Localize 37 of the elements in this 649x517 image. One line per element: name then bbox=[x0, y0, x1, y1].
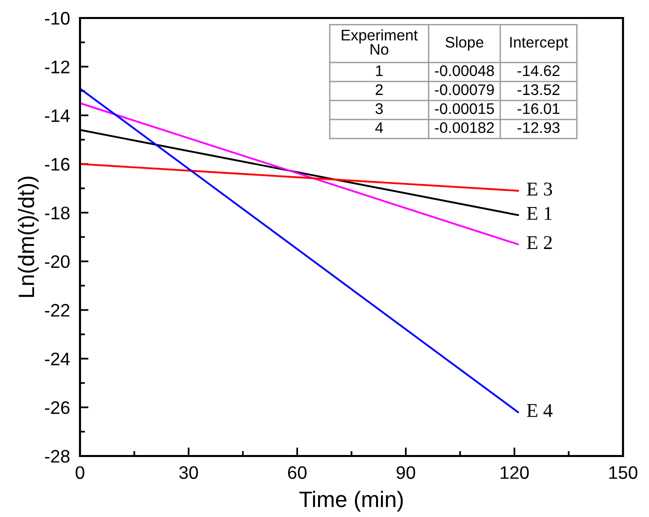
x-tick-label: 60 bbox=[288, 466, 307, 479]
annotation: 1 bbox=[376, 65, 383, 76]
y-tick-label: -26 bbox=[44, 401, 70, 414]
y-tick-label: -14 bbox=[44, 109, 70, 122]
series-label: E 4 bbox=[526, 404, 553, 417]
annotation: 3 bbox=[376, 103, 383, 114]
y-tick-label: -10 bbox=[44, 12, 70, 25]
y-tick-label: -24 bbox=[44, 352, 70, 366]
x-tick-label: 120 bbox=[500, 466, 529, 479]
annotation: -16.01 bbox=[518, 103, 560, 114]
series-label: E 1 bbox=[526, 206, 552, 220]
x-axis-title: Time (min) bbox=[299, 490, 403, 512]
x-tick-label: 0 bbox=[76, 466, 84, 479]
annotation: -12.93 bbox=[518, 122, 560, 134]
y-tick-label: -18 bbox=[44, 206, 70, 220]
annotation: Slope bbox=[446, 36, 484, 51]
annotation: Experiment No bbox=[342, 29, 418, 55]
annotation: -14.62 bbox=[518, 65, 560, 76]
y-tick-label: -12 bbox=[44, 60, 70, 74]
x-tick-label: 90 bbox=[396, 466, 416, 479]
annotation: -0.00048 bbox=[434, 65, 494, 76]
annotation: -13.52 bbox=[518, 84, 560, 96]
annotation: -0.00182 bbox=[434, 122, 494, 134]
y-tick-label: -16 bbox=[44, 158, 70, 171]
annotation: -0.00079 bbox=[434, 84, 494, 96]
y-tick-label: -20 bbox=[44, 255, 70, 268]
series-label: E 3 bbox=[526, 182, 552, 196]
y-tick-label: -28 bbox=[44, 450, 70, 463]
annotation: 2 bbox=[376, 84, 383, 95]
annotation: -0.00015 bbox=[434, 103, 494, 114]
y-tick-label: -22 bbox=[44, 304, 70, 317]
y-axis-title: Ln(dm(t)/dt)) bbox=[18, 176, 39, 297]
annotation: Intercept bbox=[510, 36, 568, 51]
x-tick-label: 150 bbox=[609, 466, 638, 479]
annotation: 4 bbox=[375, 122, 383, 133]
x-tick-label: 30 bbox=[179, 466, 198, 479]
series-label: E 2 bbox=[526, 236, 552, 249]
